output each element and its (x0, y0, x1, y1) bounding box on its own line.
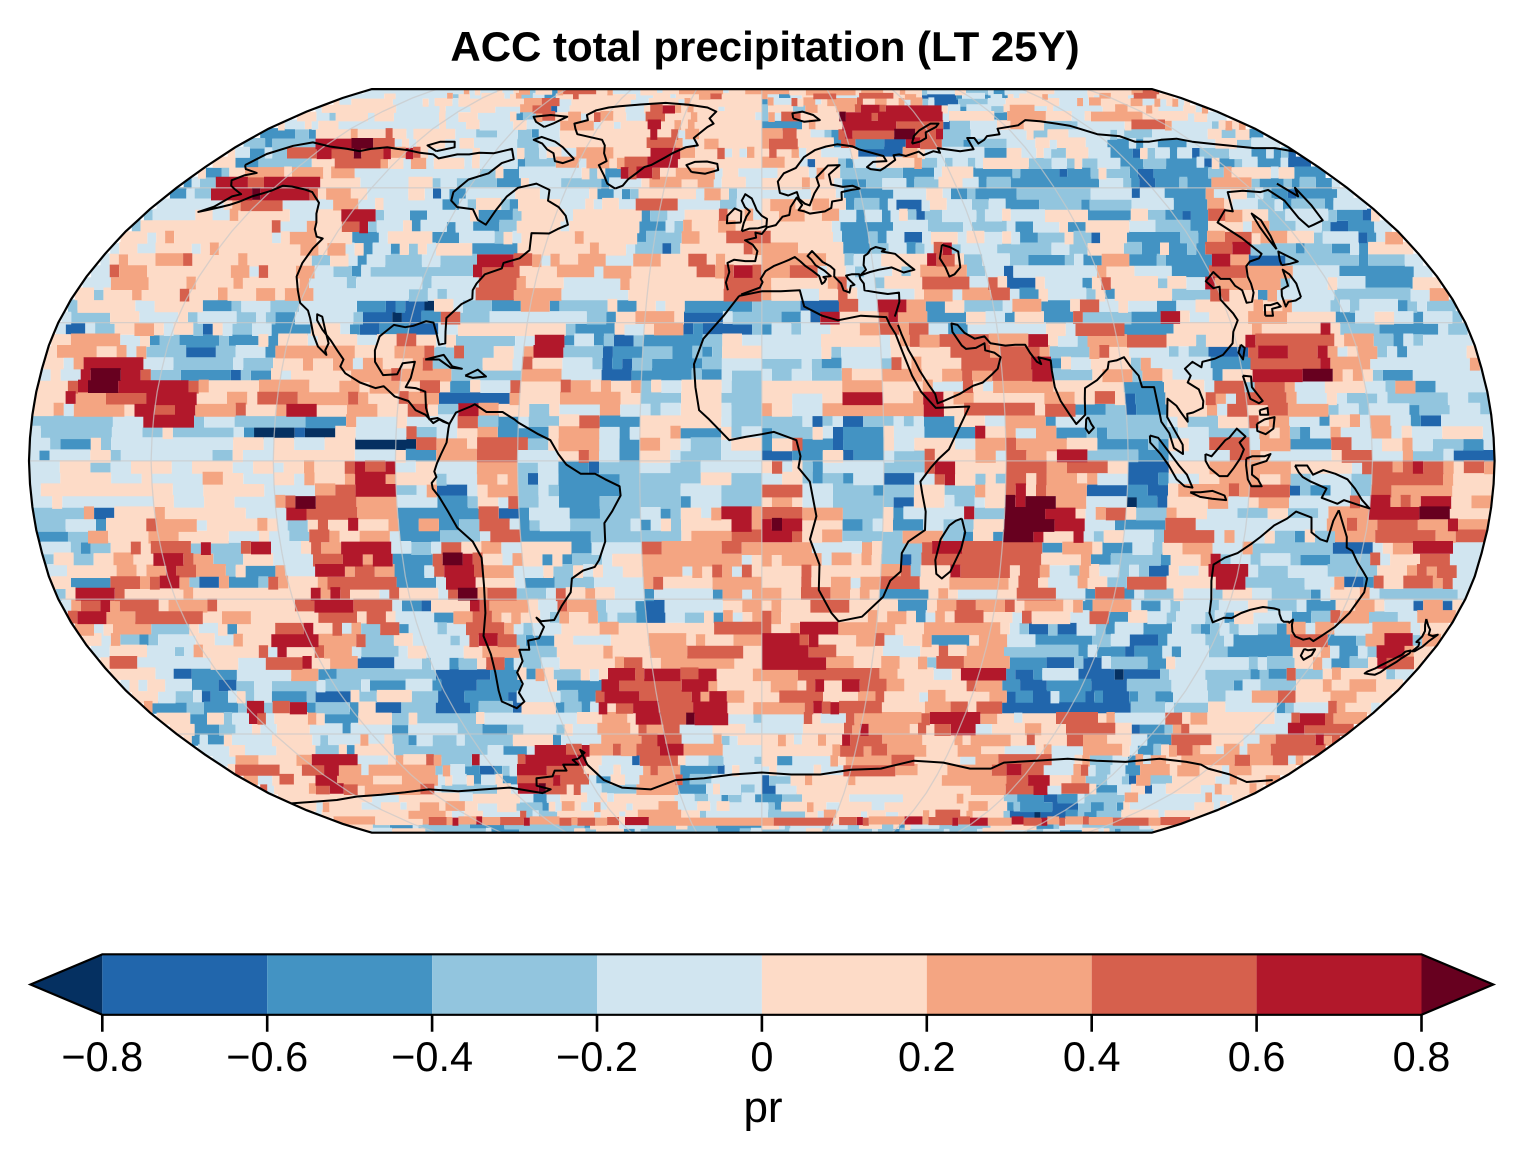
svg-text:−0.8: −0.8 (61, 1033, 143, 1080)
svg-text:−0.6: −0.6 (226, 1033, 308, 1080)
svg-text:ACC total precipitation (LT 25: ACC total precipitation (LT 25Y) (450, 23, 1079, 70)
svg-text:0.8: 0.8 (1393, 1033, 1451, 1080)
svg-text:0.2: 0.2 (898, 1033, 956, 1080)
svg-text:0.4: 0.4 (1063, 1033, 1121, 1080)
svg-text:0: 0 (750, 1033, 773, 1080)
svg-text:−0.2: −0.2 (556, 1033, 638, 1080)
svg-text:−0.4: −0.4 (391, 1033, 473, 1080)
svg-text:pr: pr (743, 1083, 782, 1132)
svg-text:0.6: 0.6 (1228, 1033, 1286, 1080)
